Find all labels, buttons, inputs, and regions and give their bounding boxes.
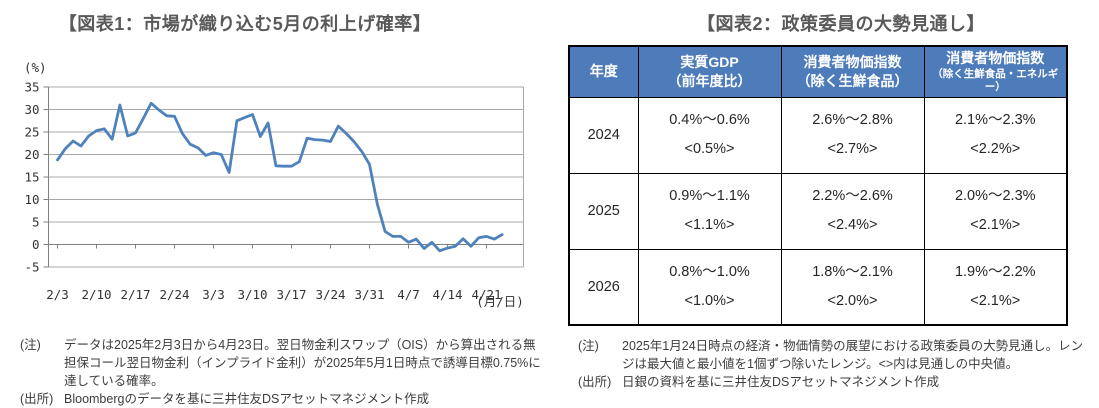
- x-tick-label: 2/10: [81, 287, 111, 302]
- table-row: 2025 0.9%～1.1% <1.1%> 2.2%～2.6% <2.4%> 2.0%～2…: [568, 172, 1068, 250]
- note-text: 2025年1月24日時点の経済・物価情勢の展望における政策委員の大勢見通し。レン…: [622, 339, 1084, 371]
- forecast-value-line: 2.6%～2.8%: [812, 112, 893, 128]
- figure2-footnote: (注) 2025年1月24日時点の経済・物価情勢の展望における政策委員の大勢見通…: [578, 337, 1092, 391]
- table-row: 2026 0.8%～1.0% <1.0%> 1.8%～2.1% <2.0%> 1.9%～2…: [568, 248, 1068, 326]
- y-tick-label: 10: [24, 192, 39, 207]
- figure1-footnote: (注) データは2025年2月3日から4月23日。翌日物金利スワップ（OIS）か…: [20, 336, 547, 408]
- y-tick-label: 25: [24, 125, 39, 140]
- column-header-line: 実質GDP: [680, 53, 739, 70]
- forecast-cell: 1.9%～2.2% <2.1%>: [923, 248, 1068, 326]
- forecast-value-line: <0.5%>: [684, 141, 735, 157]
- forecast-cell: 2.2%～2.6% <2.4%>: [780, 172, 925, 250]
- column-header: 年度: [568, 45, 639, 98]
- x-tick-label: 3/17: [276, 287, 306, 302]
- forecast-value-line: 2.2%～2.6%: [812, 188, 893, 204]
- x-tick-label: 3/24: [315, 287, 345, 302]
- forecast-cell: 2.6%～2.8% <2.7%>: [780, 96, 925, 174]
- y-tick-label: 35: [24, 80, 39, 95]
- forecast-value-line: 2.1%～2.3%: [954, 112, 1036, 128]
- fiscal-year-cell: 2026: [568, 248, 639, 326]
- forecast-value-line: 0.4%～0.6%: [669, 112, 750, 128]
- forecast-value-line: <2.1%>: [970, 292, 1021, 309]
- forecast-value-line: <2.7%>: [827, 141, 878, 157]
- y-tick-label: -5: [24, 260, 39, 275]
- x-tick-label: 4/21: [471, 287, 501, 302]
- forecast-cell: 0.8%～1.0% <1.0%>: [637, 248, 782, 326]
- x-tick-label: 3/3: [202, 287, 225, 302]
- column-header-line: （除く生鮮食品・エネルギー）: [932, 68, 1059, 94]
- fiscal-year-cell: 2024: [568, 96, 639, 174]
- forecast-value-line: <1.1%>: [684, 217, 735, 233]
- forecast-value-line: <2.2%>: [970, 141, 1021, 157]
- x-tick-label: 4/14: [432, 287, 462, 302]
- table-header: 年度 実質GDP （前年度比） 消費者物価指数 （除く生鮮食品） 消費者物価指数 （除く生鮮…: [568, 45, 1068, 98]
- rate-hike-probability-chart: 35 30 25 20 15 10 5 0 -5 2/3 2/10 2/17 2/24 3/3 3/10 3/…: [24, 80, 524, 302]
- y-tick-label: 5: [32, 215, 40, 230]
- figure2-title: 【図表2：政策委員の大勢見通し】: [696, 14, 985, 34]
- forecast-cell: 0.9%～1.1% <1.1%>: [637, 172, 782, 250]
- forecast-value-line: <1.0%>: [684, 292, 735, 309]
- note-label: (注): [20, 338, 41, 352]
- y-tick-label: 30: [24, 102, 39, 117]
- source-label: (出所): [20, 392, 54, 406]
- source-label: (出所): [578, 375, 612, 389]
- x-axis-unit-label: (月/日): [476, 294, 524, 309]
- y-axis-unit-label: (%): [24, 60, 47, 75]
- x-tick-label: 4/7: [397, 287, 420, 302]
- forecast-value-line: 1.8%～2.1%: [812, 263, 893, 280]
- forecast-value-line: 2.0%～2.3%: [954, 188, 1036, 204]
- forecast-value-line: 1.9%～2.2%: [954, 263, 1036, 280]
- source-text: Bloombergのデータを基に三井住友DSアセットマネジメント作成: [64, 392, 430, 406]
- column-header-line: 消費者物価指数: [803, 53, 902, 70]
- fiscal-year-cell: 2025: [568, 172, 639, 250]
- forecast-cell: 1.8%～2.1% <2.0%>: [780, 248, 925, 326]
- column-header: 実質GDP （前年度比）: [637, 45, 782, 98]
- y-tick-label: 15: [24, 170, 39, 185]
- figure1-title: 【図表1：市場が織り込む5月の利上げ確率】: [58, 14, 432, 34]
- table-row: 2024 0.4%～0.6% <0.5%> 2.6%～2.8% <2.7%> 2.1%～2…: [568, 96, 1068, 174]
- x-tick-label: 3/10: [237, 287, 267, 302]
- forecast-value-line: 0.8%～1.0%: [669, 263, 750, 280]
- x-tick-label: 2/3: [46, 287, 69, 302]
- column-header-line: 年度: [589, 63, 618, 80]
- forecast-value-line: <2.0%>: [827, 292, 878, 309]
- forecast-cell: 2.1%～2.3% <2.2%>: [923, 96, 1068, 174]
- y-tick-label: 0: [32, 237, 40, 252]
- y-tick-label: 20: [24, 147, 39, 162]
- x-tick-label: 3/31: [354, 287, 384, 302]
- forecast-value-line: 0.9%～1.1%: [669, 188, 750, 204]
- column-header: 消費者物価指数 （除く生鮮食品）: [780, 45, 925, 98]
- forecast-cell: 2.0%～2.3% <2.1%>: [923, 172, 1068, 250]
- x-tick-label: 2/24: [159, 287, 189, 302]
- probability-line-series: [56, 101, 504, 253]
- note-text: データは2025年2月3日から4月23日。翌日物金利スワップ（OIS）から算出さ…: [64, 338, 541, 388]
- column-header-line: （前年度比）: [667, 72, 752, 89]
- x-tick-label: 2/17: [120, 287, 150, 302]
- forecast-cell: 0.4%～0.6% <0.5%>: [637, 96, 782, 174]
- forecast-value-line: <2.1%>: [970, 217, 1021, 233]
- column-header: 消費者物価指数 （除く生鮮食品・エネルギー）: [923, 45, 1068, 98]
- column-header-line: 消費者物価指数: [946, 50, 1045, 67]
- policy-board-forecast-table: 年度 実質GDP （前年度比） 消費者物価指数 （除く生鮮食品） 消費者物価指数 （除く生鮮…: [568, 45, 1068, 326]
- source-text: 日銀の資料を基に三井住友DSアセットマネジメント作成: [622, 375, 940, 389]
- note-label: (注): [578, 339, 599, 353]
- forecast-value-line: <2.4%>: [827, 217, 878, 233]
- column-header-line: （除く生鮮食品）: [796, 72, 909, 89]
